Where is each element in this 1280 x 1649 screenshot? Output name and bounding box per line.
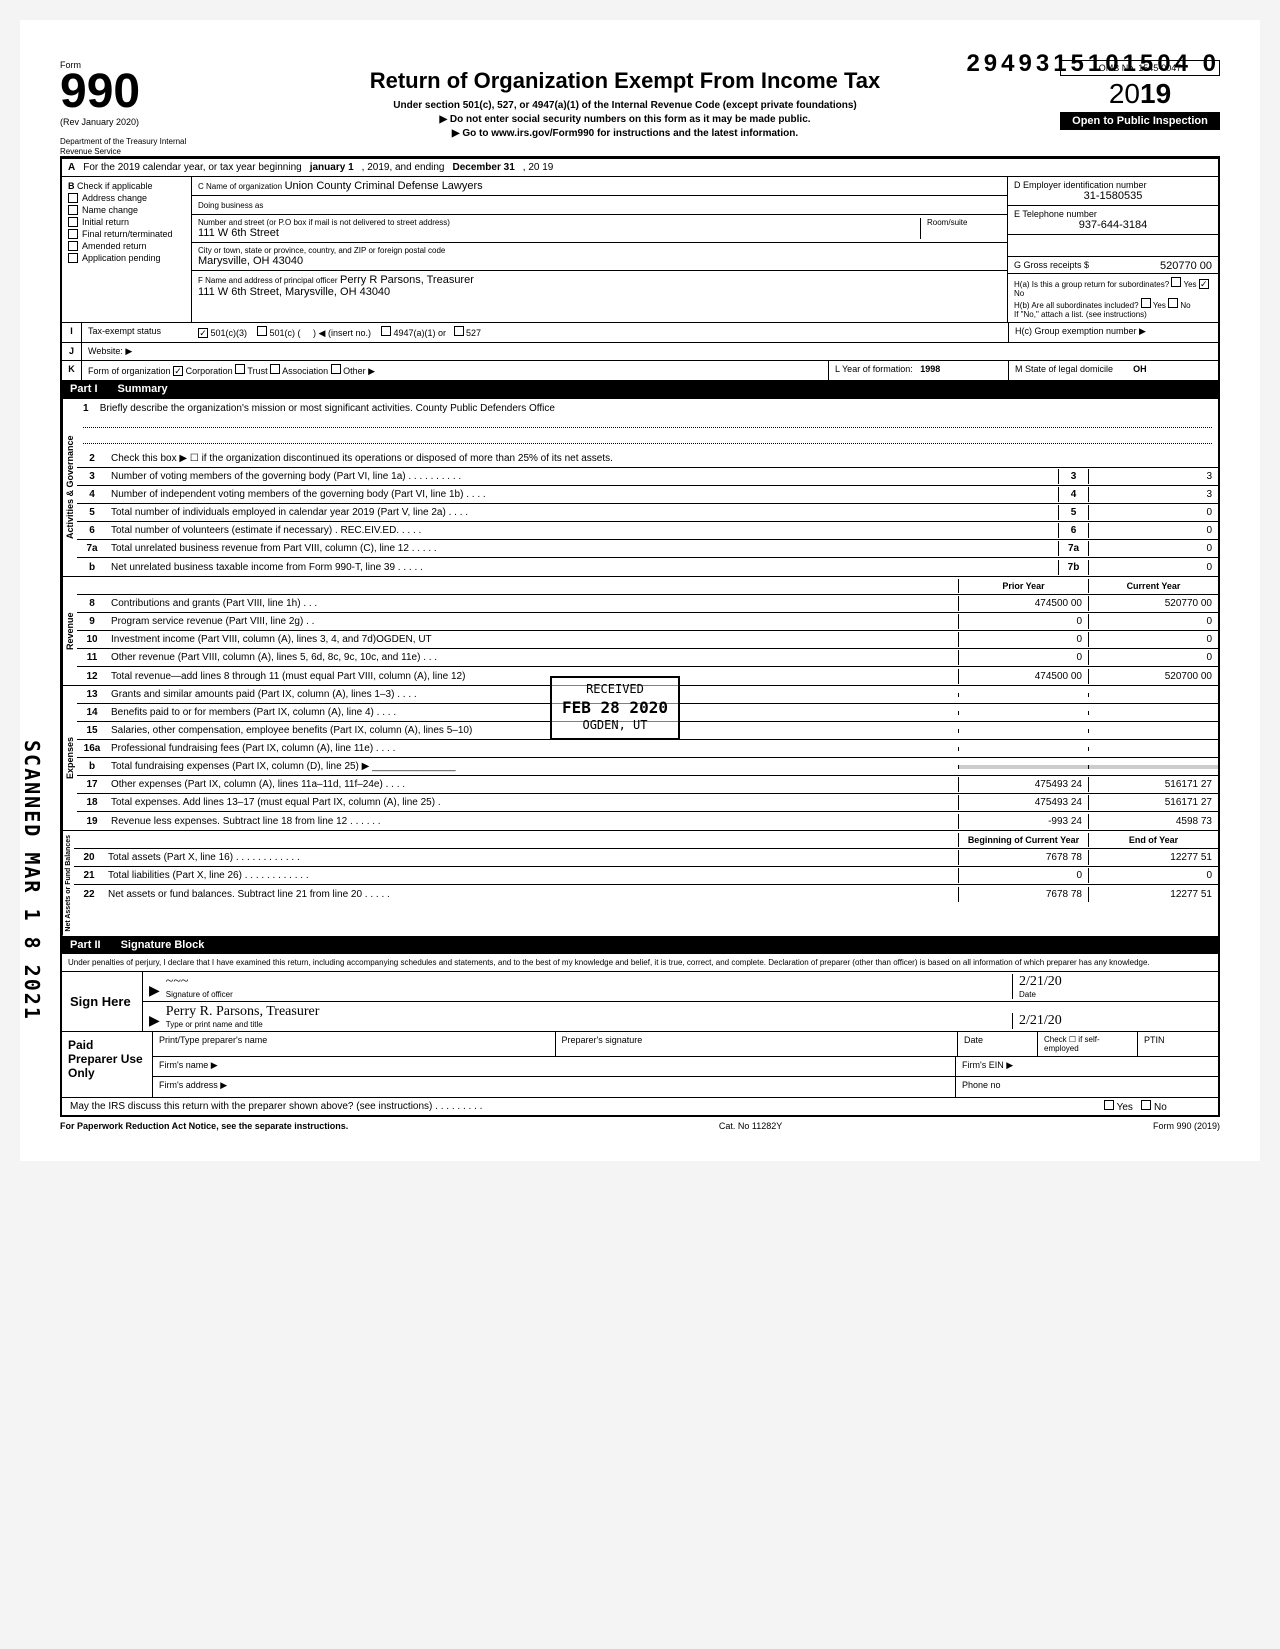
revenue-row: 9Program service revenue (Part VIII, lin… [77, 613, 1218, 631]
summary-row: 2Check this box ▶ ☐ if the organization … [77, 450, 1218, 468]
summary-row: 5Total number of individuals employed in… [77, 504, 1218, 522]
check-item[interactable]: Final return/terminated [68, 229, 185, 239]
form-subtitle-2: ▶ Do not enter social security numbers o… [200, 114, 1050, 125]
check-item[interactable]: Name change [68, 205, 185, 215]
part-1-header: Part I Summary [62, 380, 1218, 398]
check-item[interactable]: Initial return [68, 217, 185, 227]
check-item[interactable]: Amended return [68, 241, 185, 251]
form-revision: (Rev January 2020) [60, 117, 190, 127]
column-b-checks: B Check if applicable Address changeName… [62, 177, 192, 322]
form-number: 990 [60, 70, 190, 113]
net-assets-row: 20Total assets (Part X, line 16) . . . .… [74, 849, 1218, 867]
net-assets-label: Net Assets or Fund Balances [62, 831, 74, 936]
expense-row: 16aProfessional fundraising fees (Part I… [77, 740, 1218, 758]
revenue-label: Revenue [62, 577, 77, 685]
received-stamp: RECEIVED FEB 28 2020 OGDEN, UT [550, 676, 680, 740]
summary-row: 7aTotal unrelated business revenue from … [77, 540, 1218, 558]
preparer-grid: Paid Preparer Use Only Print/Type prepar… [62, 1031, 1218, 1097]
row-a-tax-year: A For the 2019 calendar year, or tax yea… [62, 158, 1218, 176]
form-page: 2949315101504 0 SCANNED MAR 1 8 2021 For… [20, 20, 1260, 1161]
summary-row: bNet unrelated business taxable income f… [77, 558, 1218, 576]
document-id: 2949315101504 0 [966, 50, 1220, 78]
revenue-row: 10Investment income (Part VIII, column (… [77, 631, 1218, 649]
tax-year: 20201919 [1060, 76, 1220, 112]
part-2-header: Part II Signature Block [62, 936, 1218, 954]
row-k-form-org: K Form of organization Corporation Trust… [62, 360, 1218, 380]
row-j-website: J Website: ▶ [62, 342, 1218, 360]
open-public-label: Open to Public Inspection [1060, 112, 1220, 130]
expense-row: 17Other expenses (Part IX, column (A), l… [77, 776, 1218, 794]
page-footer: For Paperwork Reduction Act Notice, see … [60, 1117, 1220, 1131]
summary-row: 4Number of independent voting members of… [77, 486, 1218, 504]
form-title: Return of Organization Exempt From Incom… [200, 68, 1050, 94]
check-item[interactable]: Address change [68, 193, 185, 203]
form-subtitle-1: Under section 501(c), 527, or 4947(a)(1)… [200, 100, 1050, 111]
net-assets-row: 21Total liabilities (Part X, line 26) . … [74, 867, 1218, 885]
summary-row: 3Number of voting members of the governi… [77, 468, 1218, 486]
check-item[interactable]: Application pending [68, 253, 185, 263]
revenue-row: 11Other revenue (Part VIII, column (A), … [77, 649, 1218, 667]
expense-row: 19Revenue less expenses. Subtract line 1… [77, 812, 1218, 830]
signature-grid: Sign Here ▶ ~~~Signature of officer 2/21… [62, 971, 1218, 1031]
column-c-org: C Name of organization Union County Crim… [192, 177, 1008, 322]
expenses-label: Expenses [62, 686, 77, 830]
form-department: Department of the Treasury Internal Reve… [60, 137, 190, 156]
column-d-info: D Employer identification number31-15805… [1008, 177, 1218, 322]
governance-label: Activities & Governance [62, 399, 77, 576]
revenue-row: 8Contributions and grants (Part VIII, li… [77, 595, 1218, 613]
expense-row: 18Total expenses. Add lines 13–17 (must … [77, 794, 1218, 812]
summary-row: 6Total number of volunteers (estimate if… [77, 522, 1218, 540]
mission-row: 1 Briefly describe the organization's mi… [77, 399, 1218, 450]
row-i-tax-status: I Tax-exempt status 501(c)(3) 501(c) ( )… [62, 322, 1218, 342]
scanned-stamp: SCANNED MAR 1 8 2021 [20, 740, 44, 1021]
form-subtitle-3: ▶ Go to www.irs.gov/Form990 for instruct… [200, 128, 1050, 139]
expense-row: bTotal fundraising expenses (Part IX, co… [77, 758, 1218, 776]
net-assets-row: 22Net assets or fund balances. Subtract … [74, 885, 1218, 903]
perjury-statement: Under penalties of perjury, I declare th… [62, 954, 1218, 971]
irs-discuss-row: May the IRS discuss this return with the… [62, 1097, 1218, 1115]
